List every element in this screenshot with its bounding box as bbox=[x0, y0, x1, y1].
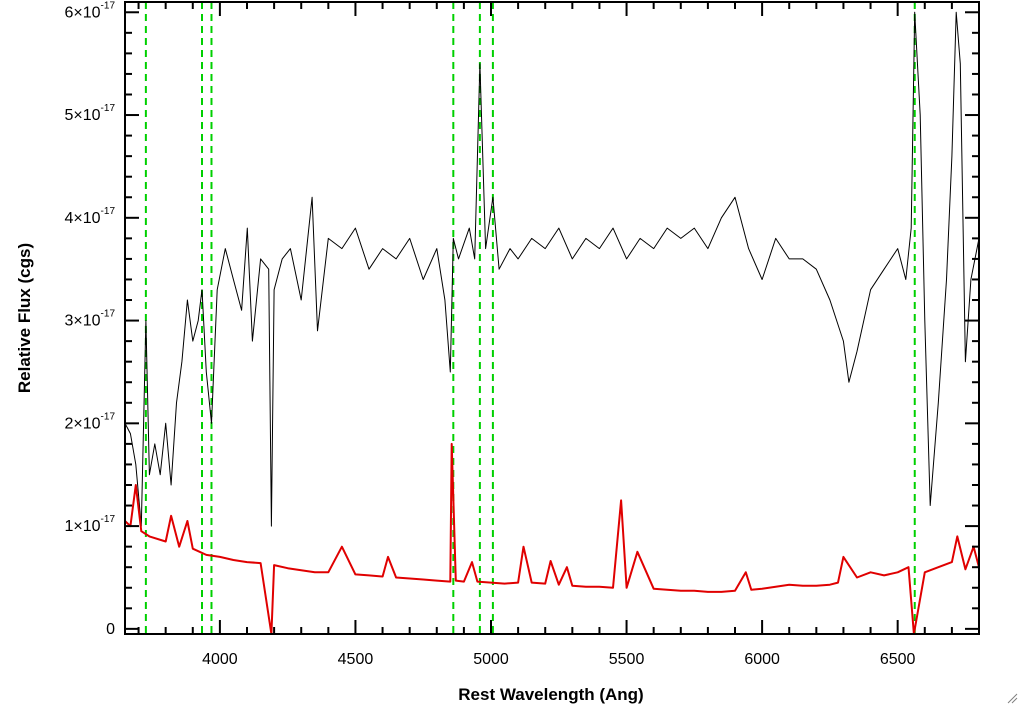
y-tick-label-2: 2×10-17 bbox=[65, 411, 116, 432]
x-axis-title: Rest Wavelength (Ang) bbox=[458, 685, 643, 704]
x-tick-label-0: 4000 bbox=[202, 651, 238, 668]
y-tick-label-0: 0 bbox=[106, 621, 115, 638]
axes: 4000 4500 5000 5500 6000 6500 0 1×10-17 2×10-17 3… bbox=[65, 0, 980, 668]
x-tick-label-2: 5000 bbox=[473, 651, 509, 668]
series-line-1 bbox=[124, 442, 980, 635]
y-axis-title: Relative Flux (cgs) bbox=[15, 243, 34, 393]
plot-area bbox=[124, 2, 980, 635]
x-tick-label-1: 4500 bbox=[338, 651, 374, 668]
x-tick-label-4: 6000 bbox=[744, 651, 780, 668]
series-line-0 bbox=[124, 11, 980, 527]
y-tick-label-5: 5×10-17 bbox=[65, 103, 116, 124]
x-tick-label-3: 5500 bbox=[609, 651, 645, 668]
resize-grip-icon[interactable] bbox=[1006, 692, 1018, 704]
axes-frame bbox=[124, 1, 980, 635]
y-tick-label-3: 3×10-17 bbox=[65, 309, 116, 330]
x-tick-label-5: 6500 bbox=[880, 651, 916, 668]
y-tick-label-4: 4×10-17 bbox=[65, 206, 116, 227]
y-tick-label-1: 1×10-17 bbox=[65, 514, 116, 535]
y-tick-label-6: 6×10-17 bbox=[65, 0, 116, 21]
